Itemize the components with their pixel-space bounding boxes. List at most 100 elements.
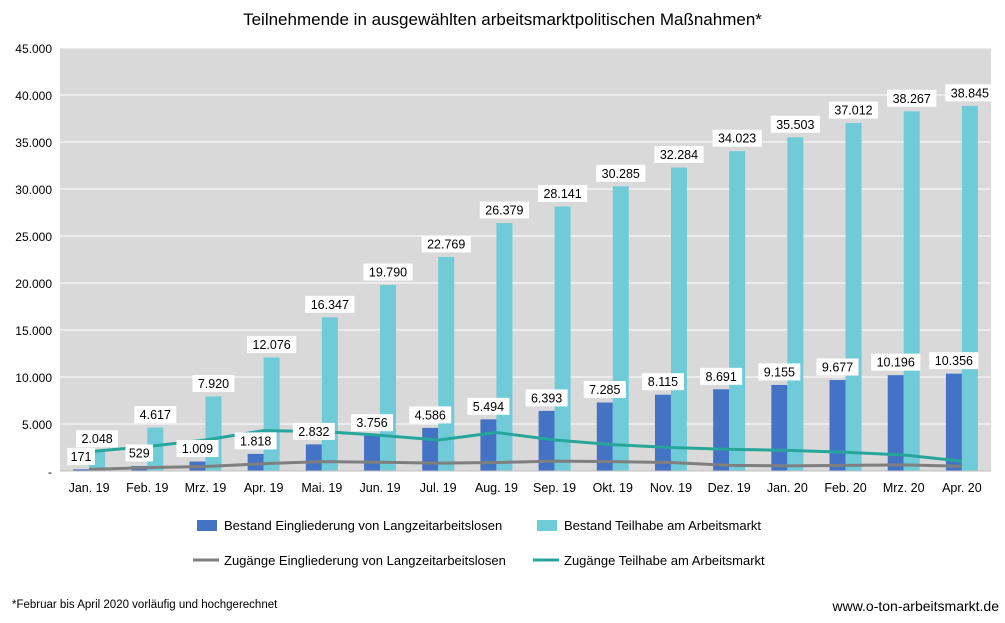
bar-teilhabe <box>205 396 222 471</box>
x-tick-label: Apr. 19 <box>244 481 284 495</box>
y-tick-label: 15.000 <box>15 324 52 338</box>
data-label-teilhabe: 19.790 <box>369 265 407 279</box>
data-label-eingliederung: 529 <box>129 447 150 461</box>
x-tick-label: Apr. 20 <box>942 481 982 495</box>
data-label-eingliederung-box <box>816 358 859 376</box>
data-label-teilhabe: 35.503 <box>776 118 814 132</box>
data-label-eingliederung: 4.586 <box>415 408 446 422</box>
x-tick-label: Okt. 19 <box>593 481 633 495</box>
bar-eingliederung <box>247 453 264 471</box>
bar-teilhabe <box>903 111 920 472</box>
data-label-eingliederung-box <box>583 381 626 399</box>
data-label-teilhabe: 37.012 <box>834 104 872 118</box>
bar-eingliederung <box>829 380 846 471</box>
data-label-eingliederung: 10.356 <box>935 354 973 368</box>
bar-eingliederung <box>596 402 613 471</box>
data-label-teilhabe-box <box>654 146 704 164</box>
data-label-eingliederung: 8.115 <box>648 375 678 389</box>
bar-eingliederung <box>713 389 730 471</box>
y-tick-label: 35.000 <box>15 136 52 150</box>
bar-teilhabe <box>612 186 629 472</box>
data-label-eingliederung: 9.677 <box>822 361 853 375</box>
y-tick-label: 10.000 <box>15 371 52 385</box>
x-tick-label: Jan. 20 <box>767 481 808 495</box>
data-label-teilhabe-box <box>770 115 820 133</box>
y-tick-label: 25.000 <box>15 230 52 244</box>
bar-teilhabe <box>554 206 571 471</box>
bar-eingliederung <box>945 373 962 471</box>
data-label-teilhabe: 34.023 <box>718 132 756 146</box>
bar-eingliederung <box>654 394 671 471</box>
data-label-eingliederung: 10.196 <box>877 356 915 370</box>
data-label-teilhabe-box <box>887 89 937 107</box>
data-label-teilhabe-box <box>712 129 762 147</box>
legend-label: Zugänge Teilhabe am Arbeitsmarkt <box>564 553 765 568</box>
data-label-eingliederung-box <box>467 397 510 415</box>
y-tick-label: 5.000 <box>22 418 52 432</box>
bar-eingliederung <box>73 469 90 471</box>
bar-eingliederung <box>305 444 322 471</box>
data-label-eingliederung-box <box>125 444 154 462</box>
data-label-eingliederung-box <box>525 389 568 407</box>
data-label-teilhabe-box <box>305 295 355 313</box>
bar-teilhabe <box>380 284 397 471</box>
data-label-eingliederung: 8.691 <box>706 370 737 384</box>
x-tick-label: Sep. 19 <box>533 481 576 495</box>
chart-title: Teilnehmende in ausgewählten arbeitsmark… <box>243 10 762 29</box>
data-label-teilhabe-box <box>192 375 235 393</box>
bar-teilhabe <box>263 357 280 471</box>
data-label-teilhabe: 30.285 <box>602 167 640 181</box>
x-tick-label: Jul. 19 <box>420 481 457 495</box>
bar-teilhabe <box>961 105 978 472</box>
data-label-eingliederung: 5.494 <box>473 400 504 414</box>
data-label-teilhabe-box <box>828 101 879 119</box>
data-label-teilhabe-box <box>479 201 530 219</box>
data-label-teilhabe-box <box>134 406 177 424</box>
x-tick-label: Feb. 19 <box>126 481 168 495</box>
data-label-eingliederung-box <box>871 353 921 371</box>
data-label-eingliederung: 171 <box>71 450 92 464</box>
data-label-teilhabe: 22.769 <box>427 237 465 251</box>
y-tick-label: 20.000 <box>15 277 52 291</box>
data-label-teilhabe-box <box>76 430 119 448</box>
x-tick-label: Aug. 19 <box>475 481 518 495</box>
data-label-teilhabe: 38.267 <box>893 92 931 106</box>
data-label-teilhabe: 28.141 <box>543 187 581 201</box>
y-tick-label: - <box>48 465 52 479</box>
data-label-eingliederung-box <box>758 363 801 381</box>
legend-label: Zugänge Eingliederung von Langzeitarbeit… <box>224 553 506 568</box>
data-label-eingliederung-box <box>929 352 979 370</box>
data-label-eingliederung: 6.393 <box>531 391 562 405</box>
x-tick-label: Mai. 19 <box>301 481 342 495</box>
x-tick-label: Nov. 19 <box>650 481 692 495</box>
data-label-teilhabe-box <box>363 263 413 281</box>
data-label-eingliederung-box <box>351 414 394 432</box>
data-label-teilhabe-box <box>596 164 646 182</box>
legend-swatch <box>197 520 217 531</box>
data-label-eingliederung: 2.832 <box>298 425 329 439</box>
line-zugaenge-teilhabe <box>88 429 963 463</box>
bar-teilhabe <box>670 167 687 471</box>
data-label-eingliederung: 9.155 <box>764 365 795 379</box>
data-label-teilhabe: 7.920 <box>198 377 229 391</box>
x-tick-label: Jan. 19 <box>69 481 110 495</box>
data-label-eingliederung: 3.756 <box>356 416 387 430</box>
data-label-eingliederung: 1.818 <box>240 434 271 448</box>
x-tick-label: Mrz. 20 <box>883 481 925 495</box>
legend-label: Bestand Teilhabe am Arbeitsmarkt <box>564 518 761 533</box>
bar-teilhabe <box>321 317 338 471</box>
data-label-eingliederung-box <box>67 447 95 465</box>
data-label-teilhabe: 12.076 <box>253 338 291 352</box>
data-label-eingliederung-box <box>409 406 452 424</box>
x-tick-label: Dez. 19 <box>708 481 751 495</box>
y-tick-label: 45.000 <box>15 42 52 56</box>
bar-teilhabe <box>729 151 746 471</box>
data-label-eingliederung: 7.285 <box>589 383 620 397</box>
bar-eingliederung <box>771 384 788 471</box>
x-tick-label: Mrz. 19 <box>185 481 227 495</box>
line-zugaenge-eingliederung <box>89 459 962 471</box>
legend-swatch <box>537 520 557 531</box>
data-label-eingliederung-box <box>700 367 743 385</box>
source-website: www.o-ton-arbeitsmarkt.de <box>832 598 999 614</box>
